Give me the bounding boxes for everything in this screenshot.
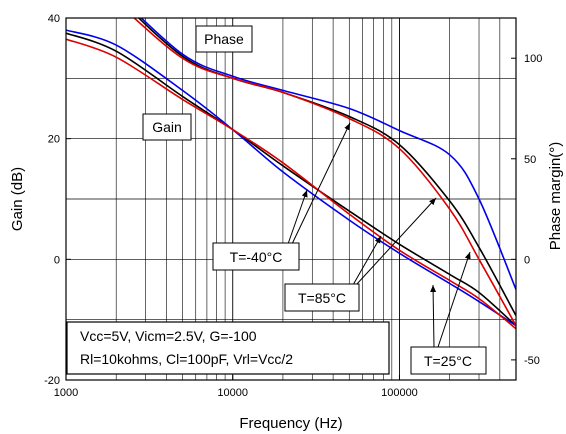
y-tick-label: 0	[54, 254, 60, 266]
arrow	[437, 251, 471, 348]
x-axis-title: Frequency (Hz)	[239, 415, 342, 432]
y2-tick-label: 50	[524, 154, 536, 166]
conditions-box: Vcc=5V, Vicm=2.5V, G=-100 Rl=10kohms, Cl…	[66, 321, 390, 375]
arrow	[287, 189, 308, 245]
t-25-text: T=25°C	[424, 353, 472, 369]
x-tick-label: 100000	[381, 387, 418, 399]
conditions-line1: Vcc=5V, Vicm=2.5V, G=-100	[80, 328, 257, 344]
plot-frame	[65, 17, 517, 381]
t-25-label: T=25°C	[410, 346, 487, 375]
y-tick-label: -20	[44, 375, 60, 387]
gain-curve-0	[66, 32, 516, 327]
y-tick-label: 40	[48, 13, 60, 25]
t-minus40-text: T=-40°C	[230, 249, 283, 265]
gain-curve-2	[66, 38, 516, 330]
annotation-arrows	[287, 122, 471, 348]
y-tick-label: 20	[48, 134, 60, 146]
gain-curve-1	[66, 29, 516, 327]
y2-tick-label: -50	[524, 355, 540, 367]
gain-label-text: Gain	[152, 119, 182, 135]
y2-tick-label: 0	[524, 254, 530, 266]
grid	[66, 18, 516, 380]
phase-curve-5	[133, 18, 516, 327]
curves	[66, 18, 516, 330]
conditions-line2: Rl=10kohms, Cl=100pF, Vrl=Vcc/2	[80, 351, 293, 367]
t-85-text: T=85°C	[298, 290, 346, 306]
arrow	[291, 122, 351, 245]
y2-tick-label: 100	[524, 53, 542, 65]
x-tick-label: 10000	[217, 387, 248, 399]
y2-axis-title: Phase margin(°)	[547, 142, 564, 251]
arrow	[352, 235, 382, 286]
arrow	[355, 197, 437, 286]
arrow	[430, 284, 437, 348]
phase-label: Phase	[195, 25, 253, 53]
phase-label-text: Phase	[204, 31, 244, 47]
t-minus40-label: T=-40°C	[212, 242, 300, 271]
gain-label: Gain	[142, 113, 192, 141]
y-axis-title: Gain (dB)	[9, 167, 26, 231]
phase-curve-4	[140, 18, 516, 290]
ticks: 1000 10000 100000 -20 0 20 40 -50 0 50 100	[44, 13, 542, 399]
x-tick-label: 1000	[54, 387, 78, 399]
t-85-label: T=85°C	[284, 283, 360, 312]
